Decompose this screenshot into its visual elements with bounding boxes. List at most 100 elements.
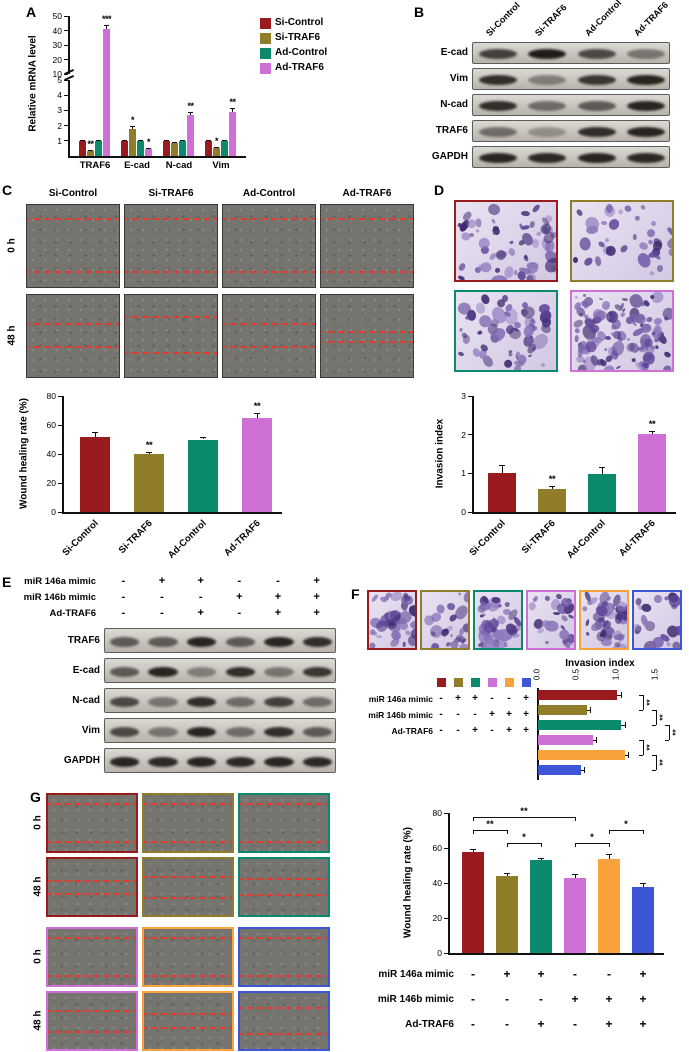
sig-bracket [656, 710, 657, 725]
significance: ** [648, 419, 656, 431]
error-cap [146, 148, 151, 150]
error-cap [606, 854, 612, 856]
protein-band [225, 666, 255, 677]
significance: ** [548, 474, 556, 486]
stained-cell [494, 267, 502, 275]
condition-value: - [121, 575, 126, 587]
wound-image [142, 857, 234, 917]
condition-value: - [121, 591, 126, 603]
error-cap [230, 108, 235, 110]
y-tick [58, 453, 62, 455]
wound-edge-line [48, 880, 136, 883]
stained-cell [623, 204, 633, 214]
condition-value: + [639, 967, 647, 981]
row-time-label: 0 h [32, 815, 44, 830]
wound-edge-line [125, 218, 217, 221]
blot-row-label: Vim [81, 724, 100, 736]
lane-label: Ad-TRAF6 [632, 0, 671, 38]
error-cap [504, 873, 510, 875]
sig-bracket [507, 830, 508, 834]
blot-strip [472, 94, 670, 116]
stained-cell [640, 603, 653, 614]
condition-value: + [605, 1017, 613, 1031]
protein-band [478, 153, 517, 163]
y-tick [468, 511, 472, 513]
bar [179, 140, 186, 156]
stained-cell [632, 234, 638, 241]
error-bar [651, 431, 653, 434]
x-tick-label: Ad-Control [564, 518, 608, 561]
legend-swatch [471, 678, 480, 687]
wound-edge-line [144, 1012, 232, 1015]
stained-cell [615, 364, 622, 370]
stained-cell [376, 634, 383, 639]
stained-cell [456, 261, 467, 273]
stained-cell [581, 606, 588, 613]
error-bar [574, 874, 576, 878]
legend-swatch [260, 48, 271, 59]
protein-band [478, 75, 517, 85]
stained-cell [508, 247, 517, 257]
panel-a-label: A [26, 4, 37, 20]
stained-cell [503, 601, 510, 608]
blot-strip [472, 120, 670, 142]
sig-bracket [652, 770, 656, 771]
error-bar [551, 486, 553, 489]
bar [171, 143, 178, 156]
condition-value: + [236, 591, 243, 603]
blot-strip [472, 42, 670, 64]
stained-cell [536, 626, 546, 635]
y-tick [64, 44, 68, 46]
condition-row-label: miR 146b mimic [368, 710, 433, 720]
sig-bracket [652, 710, 656, 711]
significance: ** [229, 97, 236, 108]
protein-band [264, 696, 294, 707]
wound-image [46, 927, 138, 987]
blot-row-label: N-cad [72, 694, 100, 706]
x-axis [68, 156, 246, 158]
sig-bracket [575, 817, 576, 821]
condition-value: - [573, 967, 577, 981]
wound-edge-line [144, 840, 232, 843]
y-tick [58, 482, 62, 484]
wound-edge-line [27, 345, 119, 348]
error-bar [190, 111, 191, 115]
error-cap [200, 437, 206, 439]
y-tick-label: 0 [461, 507, 466, 517]
blot-row-label: Vim [449, 73, 468, 84]
condition-header: Ad-TRAF6 [342, 188, 392, 199]
panel-d-invasion: D Invasion index 0 1 2 3 Si-Control ** Si-TRAF6… [420, 180, 689, 568]
blot-row-label: E-cad [440, 47, 468, 58]
wound-image [46, 857, 138, 917]
condition-value: + [313, 607, 320, 619]
stained-cell [642, 298, 652, 308]
condition-value: + [537, 1017, 545, 1031]
condition-value: + [639, 992, 647, 1006]
wound-edge-line [240, 936, 328, 939]
wound-image [238, 927, 330, 987]
condition-value: - [237, 607, 242, 619]
panel-c-label: C [2, 182, 13, 198]
significance: ** [187, 100, 194, 111]
x-axis [62, 512, 282, 514]
stained-cell [600, 220, 608, 226]
bar [496, 876, 518, 953]
stained-cell [670, 640, 680, 648]
condition-value: + [571, 992, 579, 1006]
x-category-label: E-cad [124, 160, 150, 171]
stained-cell [494, 248, 509, 262]
condition-header: Si-TRAF6 [148, 188, 194, 199]
error-bar [624, 755, 629, 756]
bar [187, 114, 194, 156]
condition-value: + [489, 709, 495, 720]
stained-cell [621, 297, 628, 302]
stained-cell [518, 222, 524, 230]
bar [538, 488, 566, 512]
significance: ** [486, 819, 494, 830]
bar [80, 436, 110, 512]
wound-image [142, 991, 234, 1051]
blot-strip [104, 718, 336, 743]
sig-bracket [665, 740, 669, 741]
y-axis-title: Wound healing rate (%) [18, 398, 30, 509]
